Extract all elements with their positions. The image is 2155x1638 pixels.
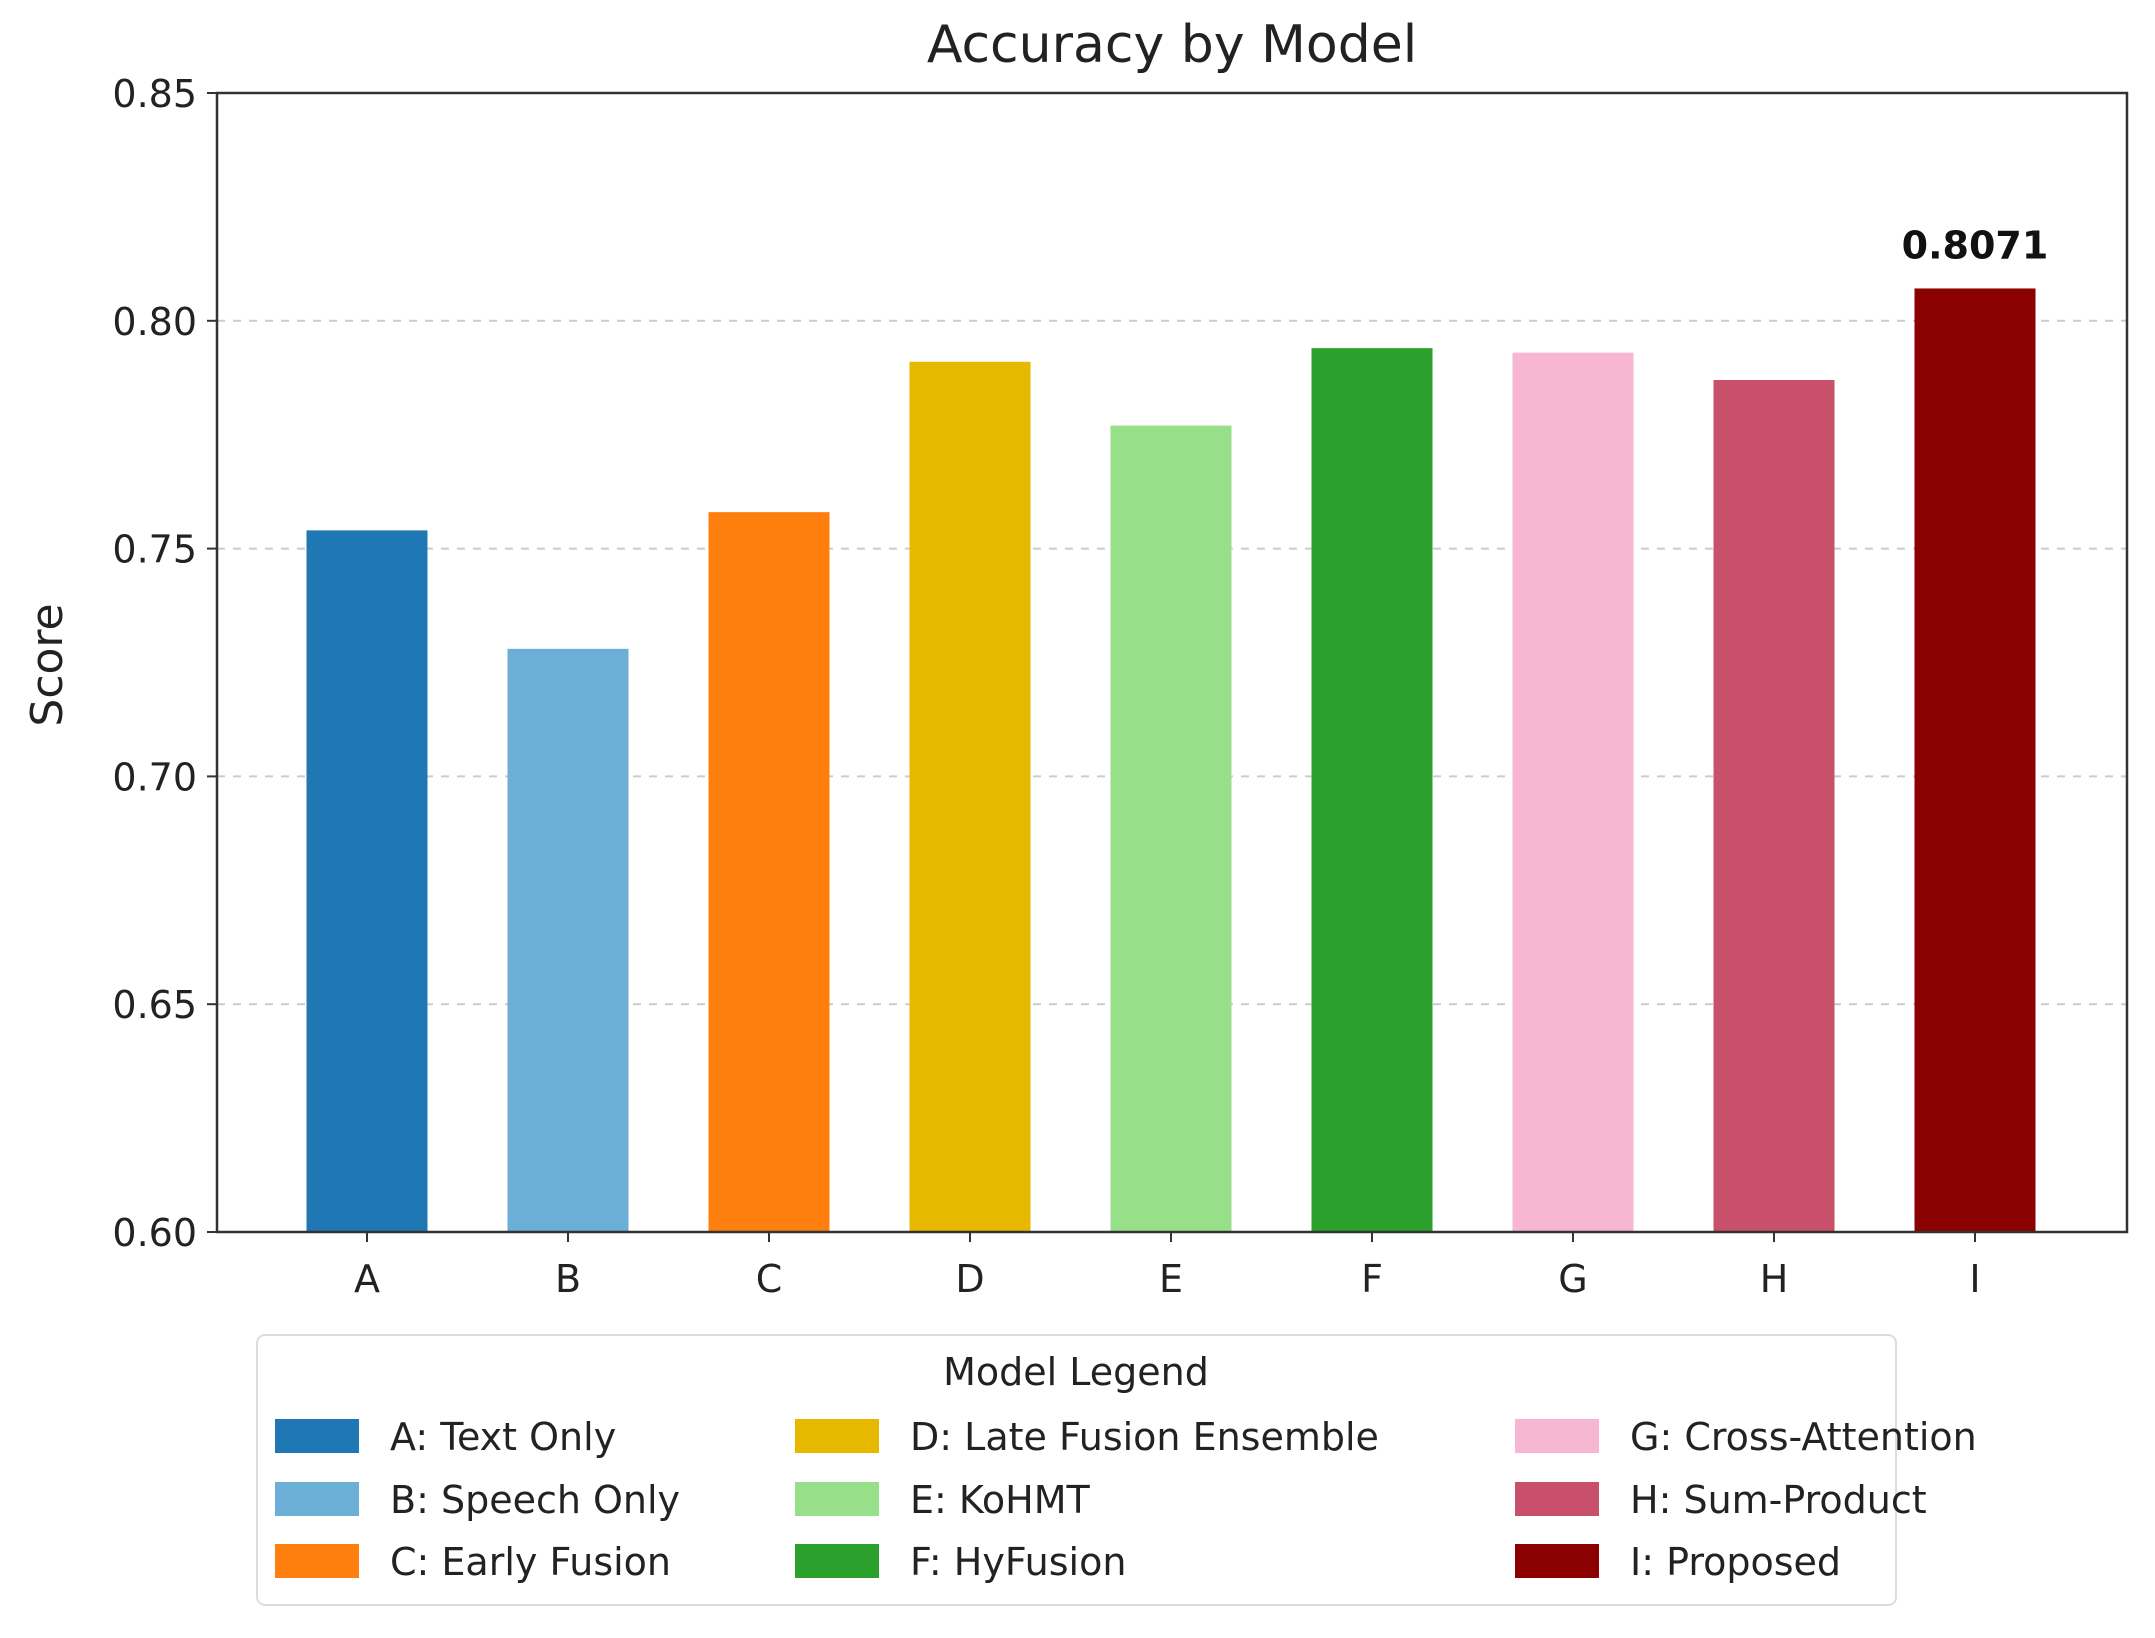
legend: Model Legend A: Text Only B: Speech Only C… (256, 1334, 1977, 1606)
x-tick-label-F: F (1361, 1257, 1383, 1301)
y-axis-label: Score (22, 603, 73, 726)
x-tick-label-H: H (1760, 1257, 1789, 1301)
y-tick-label: 0.60 (112, 1211, 197, 1255)
x-tick-label-D: D (955, 1257, 984, 1301)
legend-entry-I: I: Proposed (1630, 1540, 1841, 1584)
legend-entry-G: G: Cross-Attention (1630, 1415, 1977, 1459)
legend-swatch-C (275, 1544, 359, 1578)
legend-entry-F: F: HyFusion (910, 1540, 1126, 1584)
data-label-I: 0.8071 (1902, 223, 2049, 267)
legend-entry-C: C: Early Fusion (390, 1540, 671, 1584)
legend-box (256, 1334, 1897, 1606)
legend-swatch-I (1515, 1544, 1599, 1578)
legend-swatch-H (1515, 1482, 1599, 1516)
legend-entry-D: D: Late Fusion Ensemble (910, 1415, 1379, 1459)
y-tick-label: 0.70 (112, 755, 197, 799)
bar-B (507, 648, 629, 1232)
legend-entry-B: B: Speech Only (390, 1478, 680, 1522)
legend-entry-H: H: Sum-Product (1630, 1478, 1927, 1522)
bar-D (909, 361, 1031, 1233)
bar-F (1311, 348, 1433, 1232)
legend-swatch-B (275, 1482, 359, 1516)
bar-H (1713, 380, 1835, 1232)
legend-swatch-D (795, 1419, 879, 1453)
x-tick-label-B: B (555, 1257, 581, 1301)
x-tick-label-I: I (1969, 1257, 1980, 1301)
y-tick-label: 0.65 (112, 983, 197, 1027)
legend-title: Model Legend (943, 1350, 1209, 1394)
x-tick-label-E: E (1159, 1257, 1183, 1301)
legend-swatch-G (1515, 1419, 1599, 1453)
x-tick-label-C: C (756, 1257, 783, 1301)
bar-G (1512, 352, 1634, 1232)
chart-title: Accuracy by Model (927, 15, 1417, 75)
legend-entry-A: A: Text Only (390, 1415, 616, 1459)
bar-C (708, 512, 830, 1232)
y-tick-label: 0.85 (112, 72, 197, 116)
x-tick-label-A: A (354, 1257, 380, 1301)
y-tick-label: 0.75 (112, 528, 197, 572)
legend-swatch-E (795, 1482, 879, 1516)
bar-I (1914, 288, 2036, 1232)
bar-A (306, 530, 428, 1232)
bar-E (1110, 425, 1232, 1232)
x-tick-label-G: G (1558, 1257, 1587, 1301)
legend-entry-E: E: KoHMT (910, 1478, 1091, 1522)
legend-swatch-A (275, 1419, 359, 1453)
legend-swatch-F (795, 1544, 879, 1578)
y-tick-label: 0.80 (112, 300, 197, 344)
